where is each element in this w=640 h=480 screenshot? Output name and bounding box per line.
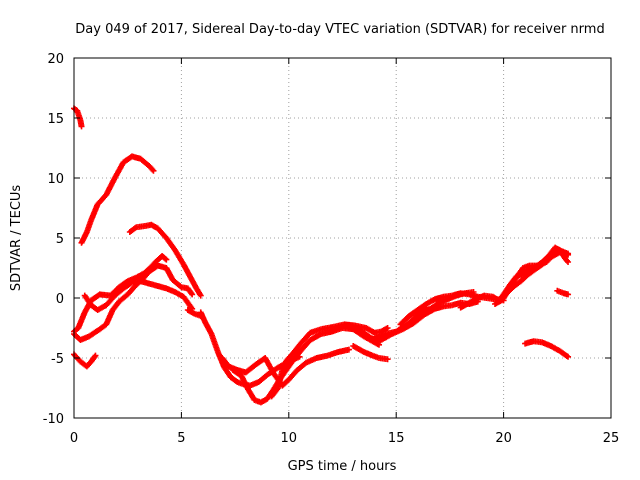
y-axis-label: SDTVAR / TECUs — [9, 185, 24, 292]
series-arc-3 — [126, 221, 204, 299]
y-tick-label: 20 — [47, 52, 64, 67]
series-arc-5 — [71, 262, 196, 343]
x-tick-label: 15 — [388, 431, 405, 446]
data-point — [78, 123, 85, 130]
data-point — [162, 255, 169, 262]
series-arc-9 — [197, 309, 303, 389]
x-tick-label: 25 — [603, 431, 620, 446]
data-point — [91, 353, 98, 360]
data-point — [565, 259, 572, 265]
data-point — [565, 291, 572, 298]
series-arc-2 — [78, 153, 157, 246]
grid-lines — [74, 58, 611, 418]
series-arc-15 — [371, 289, 477, 342]
data-point — [565, 250, 572, 257]
axis-ticks: 0 5 10 15 20 25 -10 -5 0 5 10 15 20 — [43, 52, 620, 446]
data-point — [163, 256, 170, 263]
y-tick-label: 10 — [47, 172, 64, 187]
data-point — [189, 291, 196, 298]
data-series — [71, 105, 572, 406]
data-point — [345, 346, 352, 353]
series-arc-13 — [350, 343, 391, 363]
data-point — [384, 325, 391, 331]
x-tick-label: 20 — [495, 431, 512, 446]
series-arc-7 — [71, 351, 99, 370]
y-tick-label: 5 — [56, 232, 64, 247]
x-tick-label: 10 — [281, 431, 298, 446]
data-point — [197, 292, 204, 299]
y-tick-label: 15 — [47, 112, 64, 127]
y-tick-label: -10 — [43, 412, 64, 427]
data-point — [188, 290, 195, 297]
y-tick-label: 0 — [56, 292, 64, 307]
series-arc-19 — [500, 247, 572, 301]
y-tick-label: -5 — [51, 352, 64, 367]
x-axis-label: GPS time / hours — [288, 459, 397, 474]
series-arc-20 — [554, 287, 572, 298]
series-arc-21 — [522, 338, 572, 360]
data-point — [384, 356, 391, 363]
x-tick-label: 5 — [177, 431, 185, 446]
data-point — [150, 167, 157, 174]
series-arc-12 — [268, 321, 391, 400]
data-point — [92, 352, 99, 359]
data-point — [565, 353, 572, 360]
chart-title: Day 049 of 2017, Sidereal Day-to-day VTE… — [75, 22, 604, 37]
x-tick-label: 0 — [70, 431, 78, 446]
series-arc-1 — [71, 105, 85, 130]
